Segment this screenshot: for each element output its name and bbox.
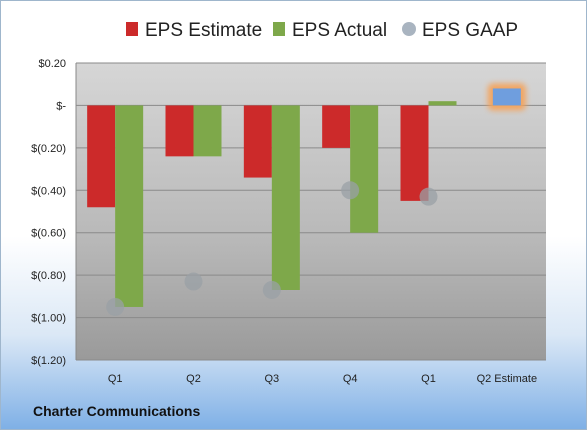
legend: EPS Estimate EPS Actual EPS GAAP bbox=[126, 20, 518, 41]
bars bbox=[87, 83, 526, 307]
bar-eps-actual bbox=[193, 105, 222, 157]
legend-label: EPS GAAP bbox=[422, 20, 518, 41]
x-tick-label: Q1 bbox=[421, 373, 436, 385]
y-tick-label: $(1.20) bbox=[31, 355, 66, 367]
bar-eps-estimate bbox=[87, 105, 116, 208]
marker-eps-gaap bbox=[341, 181, 360, 200]
marker-eps-gaap bbox=[419, 187, 438, 206]
gaap-markers bbox=[106, 181, 438, 316]
legend-swatch bbox=[402, 22, 416, 36]
plot-area bbox=[76, 63, 546, 360]
y-tick-label: $(0.60) bbox=[31, 228, 66, 240]
bar-eps-estimate bbox=[400, 105, 429, 201]
marker-eps-gaap bbox=[184, 272, 203, 291]
y-tick-label: $0.20 bbox=[38, 58, 66, 70]
legend-label: EPS Actual bbox=[292, 20, 387, 41]
gridlines bbox=[76, 62, 546, 361]
x-tick-label: Q2 bbox=[186, 373, 201, 385]
legend-label: EPS Estimate bbox=[145, 20, 262, 41]
y-tick-label: $(0.80) bbox=[31, 270, 66, 282]
bar-eps-estimate bbox=[165, 105, 194, 157]
x-tick-label: Q2 Estimate bbox=[477, 373, 538, 385]
bar-eps-estimate bbox=[322, 105, 351, 148]
y-tick-label: $- bbox=[56, 100, 66, 112]
x-axis-ticks: Q1 Q2 Q3 Q4 Q1 Q2 Estimate bbox=[108, 373, 537, 385]
y-tick-label: $(0.20) bbox=[31, 143, 66, 155]
y-axis-ticks: $0.20 $- $(0.20) $(0.40) $(0.60) $(0.80) $(1.0… bbox=[31, 58, 66, 367]
bar-eps-forecast bbox=[492, 88, 521, 106]
marker-eps-gaap bbox=[106, 297, 125, 316]
company-name: Charter Communications bbox=[33, 403, 201, 419]
bar-eps-actual bbox=[115, 105, 144, 307]
y-tick-label: $(0.40) bbox=[31, 185, 66, 197]
bar-eps-actual bbox=[350, 105, 379, 233]
bar-eps-actual bbox=[428, 101, 457, 106]
marker-eps-gaap bbox=[262, 280, 281, 299]
x-tick-label: Q4 bbox=[343, 373, 358, 385]
bar-eps-estimate bbox=[243, 105, 272, 178]
legend-swatch bbox=[273, 22, 285, 36]
x-tick-label: Q1 bbox=[108, 373, 123, 385]
y-tick-label: $(1.00) bbox=[31, 313, 66, 325]
bar-eps-actual bbox=[271, 105, 300, 290]
legend-swatch bbox=[126, 22, 138, 36]
x-tick-label: Q3 bbox=[264, 373, 279, 385]
